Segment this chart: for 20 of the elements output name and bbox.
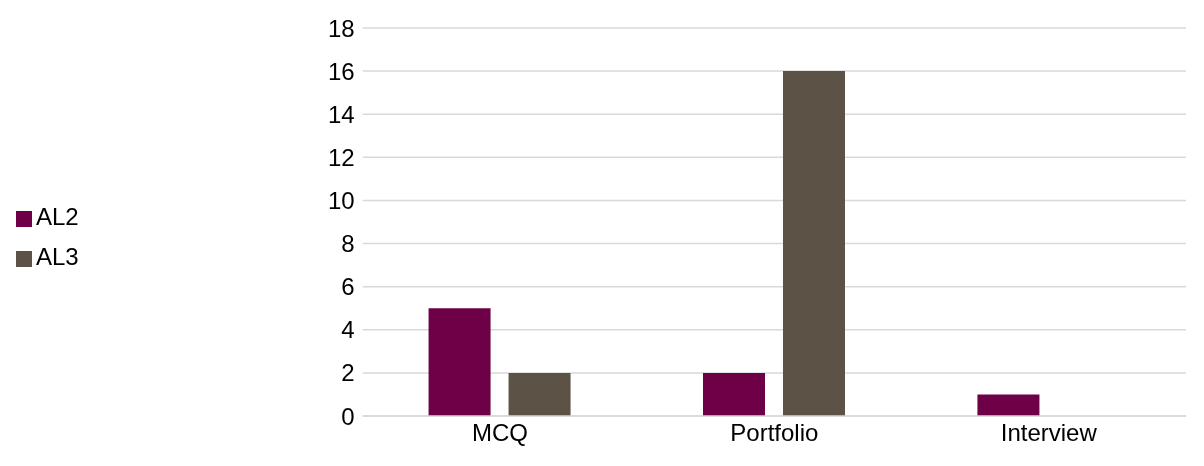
y-tick-label: 6	[341, 273, 355, 301]
y-tick-label: 0	[341, 402, 355, 430]
x-tick-label: Interview	[1000, 419, 1098, 447]
bar	[783, 71, 845, 416]
y-tick-label: 12	[328, 143, 355, 171]
y-tick-label: 4	[341, 316, 355, 344]
bar	[977, 394, 1040, 416]
bar	[508, 372, 571, 416]
x-tick-label: Portfolio	[730, 419, 819, 447]
y-tick-label: 2	[341, 359, 355, 387]
x-tick-label: MCQ	[471, 419, 528, 447]
y-tick-label: 16	[328, 57, 355, 85]
y-tick-label: 10	[328, 186, 355, 214]
y-tick-label: 14	[328, 100, 355, 128]
y-tick-label: 18	[328, 14, 355, 42]
bar	[428, 308, 491, 416]
legend-label: AL3	[36, 243, 79, 270]
y-tick-label: 8	[341, 230, 355, 258]
legend-label: AL2	[36, 203, 79, 230]
bar	[703, 372, 765, 416]
